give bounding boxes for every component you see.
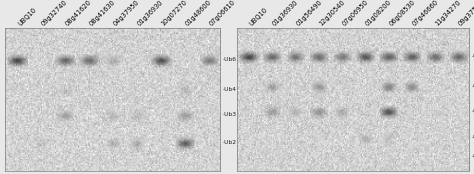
Text: -Ub4: -Ub4: [223, 87, 237, 92]
Text: -Ub4: -Ub4: [472, 84, 474, 89]
Text: -Ub: -Ub: [472, 154, 474, 159]
Text: -Ub2: -Ub2: [472, 135, 474, 140]
Text: -Ub3: -Ub3: [223, 112, 237, 117]
Text: -Ub6: -Ub6: [223, 57, 237, 62]
Text: -Ub6: -Ub6: [472, 54, 474, 59]
Text: -Ub3: -Ub3: [472, 109, 474, 114]
Text: -Ub2: -Ub2: [223, 140, 237, 145]
